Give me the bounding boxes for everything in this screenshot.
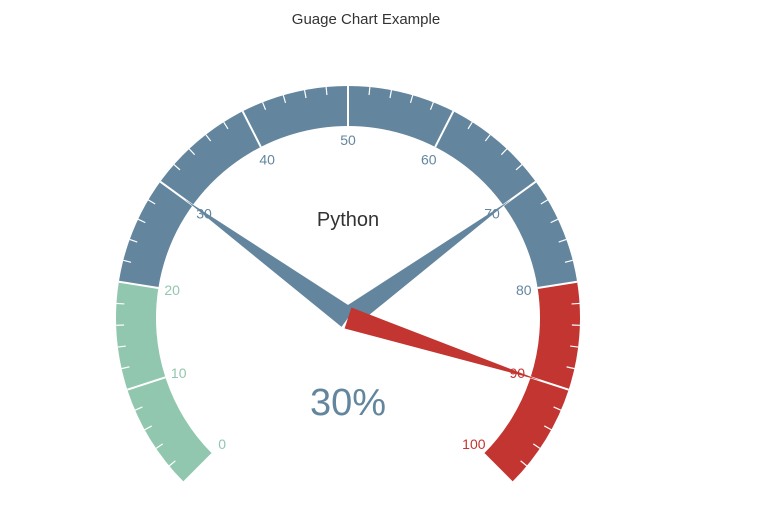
gauge-minor-tick [134,406,143,411]
gauge-minor-tick [467,121,473,130]
gauge-minor-tick [566,366,575,370]
gauge-split-line [483,453,513,483]
gauge-minor-tick [484,134,491,142]
gauge-axis-label: 10 [171,365,187,381]
gauge-split-line [127,376,166,391]
gauge-band-0 [116,281,213,483]
gauge-minor-tick [553,406,562,411]
gauge-minor-tick [223,121,229,130]
gauge-minor-tick [168,460,176,467]
gauge-pointer-1 [341,199,512,327]
gauge-minor-tick [515,164,523,171]
gauge-minor-tick [544,425,552,431]
gauge-axis-label: 40 [259,151,275,167]
gauge-axis-label: 20 [164,282,180,298]
gauge-split-line [183,453,213,483]
gauge-minor-tick [532,443,541,449]
gauge-minor-tick [205,134,212,142]
gauge-minor-tick [409,95,414,104]
gauge-pointer-2 [344,307,541,381]
gauge-minor-tick [148,199,156,205]
gauge-minor-tick [558,238,567,243]
gauge-pointers [184,199,541,381]
gauge-minor-tick [429,102,434,110]
gauge-minor-tick [144,425,152,431]
gauge-minor-tick [121,366,130,370]
gauge-minor-tick [137,218,146,224]
gauge-axis-label: 50 [340,132,356,148]
gauge-minor-tick [540,199,548,205]
gauge-split-line [434,110,455,148]
gauge-minor-tick [282,95,287,104]
gauge-minor-tick [173,164,181,171]
gauge-band-2 [483,281,580,483]
gauge-minor-tick [188,148,196,156]
gauge-minor-tick [520,460,528,467]
gauge-axis-bands [116,86,580,483]
gauge-axis-ticks [116,86,580,483]
gauge-minor-tick [129,238,138,243]
gauge-minor-tick [570,345,579,348]
gauge-minor-tick [368,86,371,96]
gauge-minor-tick [303,89,307,99]
gauge-detail-value: 30% [310,382,386,424]
gauge-pointer-0 [184,199,355,327]
gauge-series-name: Python [317,209,379,231]
gauge-split-line [241,110,262,148]
gauge-axis-labels: 0102030405060708090100 [164,132,531,452]
gauge-minor-tick [117,345,126,348]
gauge-axis-label: 0 [218,436,226,452]
gauge-band-1 [118,86,578,288]
gauge-minor-tick [325,86,328,96]
gauge-axis-label: 100 [462,436,486,452]
gauge-minor-tick [550,218,559,224]
gauge-minor-tick [564,259,573,263]
gauge-minor-tick [155,443,164,449]
gauge-minor-tick [571,302,580,305]
gauge-minor-tick [389,89,393,99]
chart-title: Guage Chart Example [291,11,441,28]
gauge-minor-tick [262,102,267,110]
gauge-axis-label: 60 [421,151,437,167]
gauge-axis-label: 80 [516,282,532,298]
gauge-split-line [537,280,578,289]
gauge-minor-tick [116,302,125,305]
gauge-minor-tick [123,259,132,263]
gauge-minor-tick [500,148,508,156]
gauge-split-line [118,280,159,289]
